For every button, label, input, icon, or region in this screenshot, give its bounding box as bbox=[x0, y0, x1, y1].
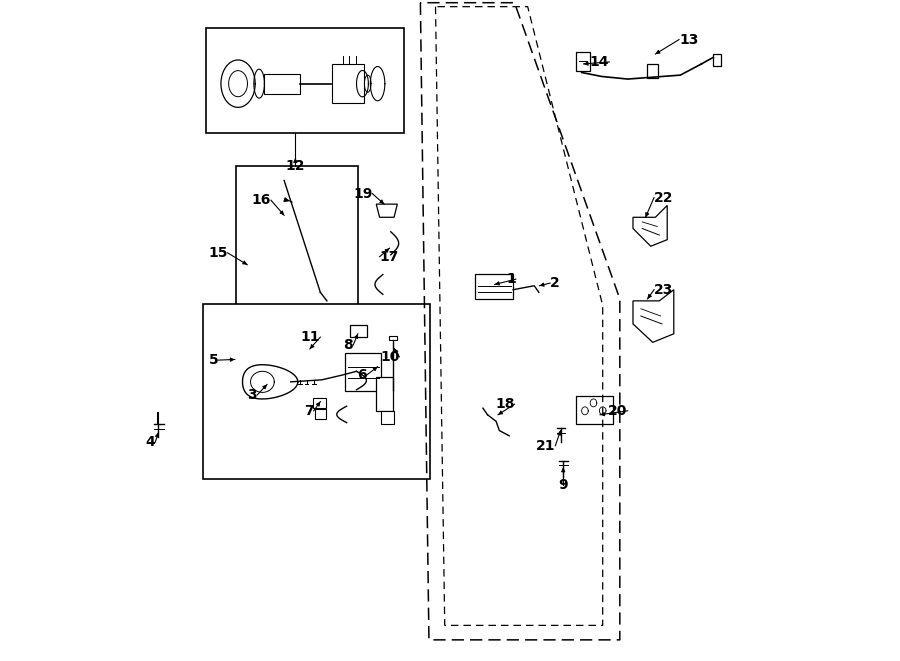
Text: 4: 4 bbox=[146, 436, 155, 449]
Text: 2: 2 bbox=[550, 276, 560, 290]
Bar bbox=[647, 64, 658, 79]
Bar bbox=[576, 397, 613, 424]
Bar bbox=[315, 408, 326, 419]
Bar bbox=[376, 377, 393, 410]
Bar bbox=[203, 304, 430, 479]
Text: 9: 9 bbox=[558, 478, 568, 492]
Text: 14: 14 bbox=[590, 55, 609, 69]
Text: 7: 7 bbox=[304, 404, 314, 418]
Bar bbox=[350, 325, 367, 337]
Bar bbox=[264, 74, 300, 94]
Bar bbox=[313, 399, 327, 408]
Bar bbox=[576, 52, 590, 71]
Text: 3: 3 bbox=[248, 388, 257, 402]
Text: 19: 19 bbox=[353, 186, 373, 200]
Text: 6: 6 bbox=[356, 368, 366, 382]
Bar bbox=[389, 336, 397, 340]
Bar bbox=[236, 166, 358, 307]
Text: 11: 11 bbox=[301, 330, 320, 344]
Bar bbox=[345, 353, 381, 391]
Bar bbox=[381, 410, 394, 424]
Text: 8: 8 bbox=[344, 338, 353, 352]
Polygon shape bbox=[376, 204, 397, 217]
Text: 20: 20 bbox=[608, 404, 627, 418]
Text: 10: 10 bbox=[380, 350, 400, 364]
Text: 12: 12 bbox=[285, 159, 305, 173]
Text: 1: 1 bbox=[506, 272, 516, 286]
Text: 21: 21 bbox=[536, 439, 555, 453]
Bar bbox=[331, 64, 364, 103]
Text: 22: 22 bbox=[654, 190, 673, 204]
Polygon shape bbox=[714, 54, 721, 66]
Polygon shape bbox=[633, 290, 674, 342]
Text: 17: 17 bbox=[380, 250, 399, 264]
Text: 15: 15 bbox=[208, 246, 228, 260]
Bar bbox=[475, 274, 513, 299]
Bar bbox=[206, 28, 404, 133]
Text: 23: 23 bbox=[654, 283, 673, 297]
Text: 13: 13 bbox=[680, 32, 698, 46]
Polygon shape bbox=[633, 206, 667, 247]
Text: 18: 18 bbox=[495, 397, 515, 411]
Text: 16: 16 bbox=[252, 193, 271, 207]
Text: 5: 5 bbox=[209, 353, 219, 367]
